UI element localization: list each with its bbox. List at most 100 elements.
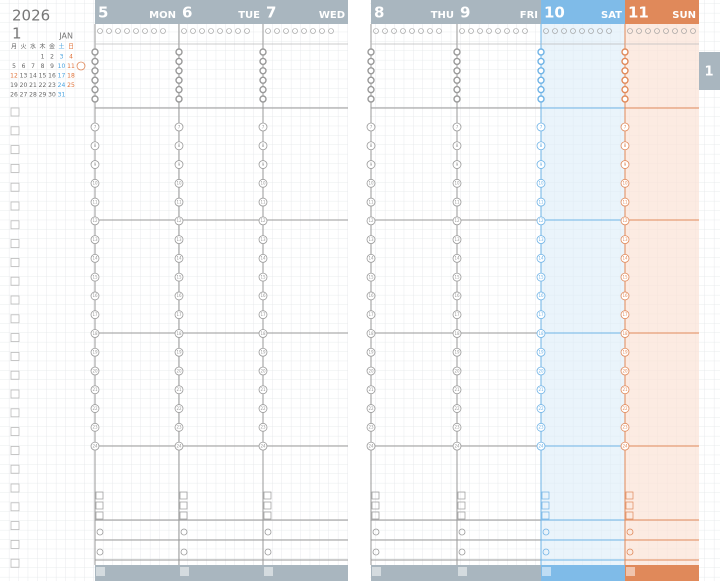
calendar-date: 28 <box>29 92 37 99</box>
early-hour <box>621 95 629 103</box>
early-hour <box>91 76 99 84</box>
early-hour <box>175 57 183 66</box>
hour-circle <box>366 441 376 451</box>
meal-box <box>457 501 466 510</box>
weather-icon <box>142 28 148 34</box>
hour-circle <box>452 160 462 169</box>
checkbox <box>10 521 20 530</box>
hour-label: 24 <box>368 443 374 448</box>
hour-label: 18 <box>622 331 628 336</box>
star-box <box>372 567 381 576</box>
hour-circle <box>366 310 376 320</box>
early-hour <box>537 76 545 84</box>
hour-label: 23 <box>368 425 374 430</box>
hour-label: 10 <box>368 181 374 186</box>
calendar-date: 9 <box>50 63 54 70</box>
hour-circle <box>174 197 184 207</box>
day-header <box>541 0 625 24</box>
hour-circle <box>90 291 100 301</box>
weather-icon <box>292 28 298 34</box>
hour-circle <box>90 197 100 207</box>
hour-label: 11 <box>92 199 98 204</box>
hour-label: 21 <box>368 387 374 392</box>
checkbox <box>10 351 20 361</box>
weather-icon <box>208 28 214 34</box>
early-hour <box>367 85 375 94</box>
hour-label: 10 <box>538 181 544 186</box>
weather-icon <box>319 28 325 34</box>
hour-label: 12 <box>538 218 544 223</box>
hour-label: 9 <box>624 162 627 167</box>
hour-label: 16 <box>92 293 98 298</box>
weather-icon <box>151 28 157 34</box>
hour-circle <box>620 291 630 301</box>
hour-label: 23 <box>454 425 460 430</box>
hour-label: 17 <box>176 312 182 317</box>
hour-label: 17 <box>368 312 374 317</box>
calendar-date: 5 <box>12 63 16 70</box>
early-hour <box>621 76 629 84</box>
day-date: 8 <box>374 4 384 22</box>
bottom-strip <box>457 565 541 581</box>
hour-circle <box>536 197 546 207</box>
hour-circle <box>366 178 376 188</box>
hour-circle <box>258 235 268 245</box>
hour-circle <box>174 216 184 226</box>
checkbox <box>10 408 20 418</box>
hour-circle <box>620 216 630 226</box>
weather-icon <box>124 28 130 34</box>
hour-circle <box>90 310 100 320</box>
bottom-icon <box>626 528 634 536</box>
hour-label: 16 <box>368 293 374 298</box>
hour-label: 15 <box>454 274 460 279</box>
hour-circle <box>90 141 100 151</box>
hour-circle <box>452 122 462 132</box>
hour-circle <box>366 216 376 226</box>
checkbox <box>10 558 20 568</box>
checkbox <box>10 483 20 493</box>
hour-circle <box>452 329 462 338</box>
hour-circle <box>174 141 184 151</box>
star-box <box>626 567 635 576</box>
hour-circle <box>536 272 546 282</box>
hour-label: 16 <box>260 293 266 298</box>
hour-label: 24 <box>92 443 98 448</box>
hour-circle <box>536 366 546 376</box>
hour-label: 24 <box>260 443 266 448</box>
hour-circle <box>536 253 546 263</box>
calendar-date: 18 <box>67 73 75 80</box>
hour-circle <box>536 347 546 357</box>
weather-icon <box>382 28 388 34</box>
month-name: JAN <box>58 32 73 41</box>
hour-label: 12 <box>176 218 182 223</box>
weather-icon <box>561 28 567 34</box>
hour-label: 23 <box>622 425 628 430</box>
hour-label: 21 <box>622 387 628 392</box>
hour-circle <box>174 122 184 132</box>
meal-box <box>179 501 188 510</box>
hour-circle <box>452 253 462 263</box>
checkbox <box>10 276 20 286</box>
hour-circle <box>258 441 268 451</box>
hour-label: 8 <box>370 143 373 148</box>
hour-circle <box>620 347 630 357</box>
meal-box <box>541 501 550 510</box>
bottom-strip <box>179 565 263 581</box>
hour-label: 18 <box>92 331 98 336</box>
hour-circle <box>452 347 462 357</box>
meal-box <box>625 511 634 520</box>
hour-circle <box>536 178 546 188</box>
hour-circle <box>366 291 376 301</box>
bottom-icon <box>264 548 272 556</box>
hour-label: 22 <box>260 406 266 411</box>
weekday-label: 水 <box>30 43 36 51</box>
bottom-icon <box>542 528 550 536</box>
early-hour <box>259 67 267 75</box>
bottom-icon <box>180 528 188 536</box>
hour-circle <box>258 404 268 413</box>
hour-label: 20 <box>368 368 374 373</box>
hour-label: 9 <box>262 162 265 167</box>
weather-icon <box>543 28 549 34</box>
weather-icon <box>552 28 558 34</box>
